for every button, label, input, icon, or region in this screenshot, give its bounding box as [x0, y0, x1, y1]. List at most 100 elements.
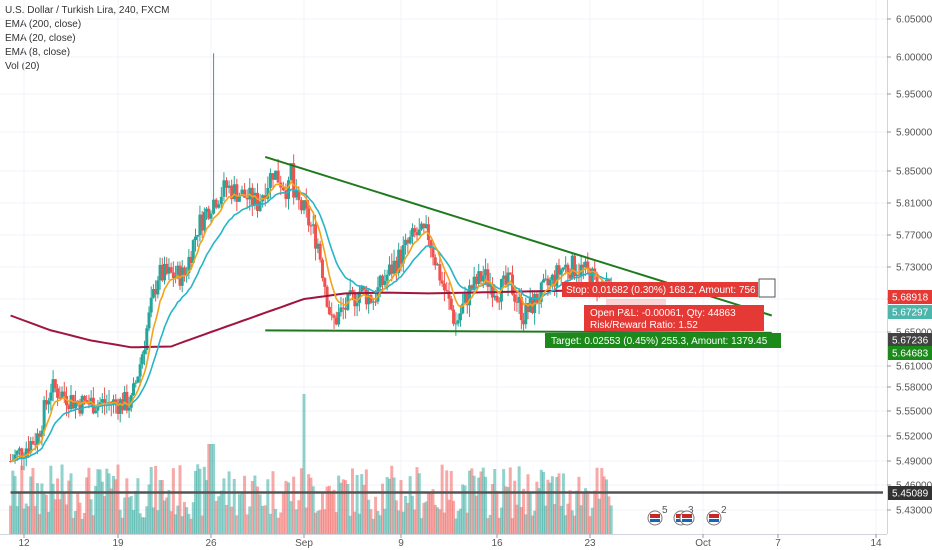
volume-bar-93: [217, 496, 221, 534]
candle-body-97: [227, 185, 231, 188]
candle-body-162: [385, 274, 389, 281]
candle-body-124: [297, 189, 301, 201]
volume-bar-156: [371, 518, 375, 534]
volume-bar-226: [530, 515, 534, 534]
volume-bar-206: [486, 518, 490, 534]
candle-body-140: [334, 317, 338, 325]
candle-body-159: [378, 275, 382, 288]
volume-bar-121: [289, 501, 293, 534]
candle-body-123: [294, 189, 298, 198]
candle-body-101: [237, 196, 241, 202]
time-tick-label-2: 26: [205, 538, 217, 549]
volume-bar-216: [508, 467, 512, 534]
volume-bar-65: [154, 465, 158, 534]
rr-label: Risk/Reward Ratio: 1.52: [590, 320, 698, 331]
candle-body-55: [132, 383, 135, 396]
candle-body-139: [332, 315, 336, 318]
candle-body-243: [568, 272, 572, 279]
candle-body-116: [276, 170, 280, 183]
volume-bar-188: [445, 470, 449, 534]
flag-event-stripe2-2: [682, 519, 692, 522]
volume-bar-30: [76, 492, 80, 534]
candle-body-221: [519, 296, 523, 321]
volume-bar-82: [191, 502, 195, 534]
volume-bar-147: [351, 468, 354, 534]
candle-body-157: [374, 301, 378, 303]
candle-body-74: [174, 276, 178, 278]
volume-bar-16: [44, 494, 48, 534]
candle-body-132: [316, 243, 320, 249]
candle-body-193: [456, 320, 460, 324]
candle-body-205: [484, 269, 488, 276]
volume-bar-198: [468, 470, 472, 534]
volume-bar-148: [353, 511, 357, 534]
candle-body-233: [546, 278, 550, 286]
ema-lines: [10, 180, 612, 462]
time-tick-label-4: 9: [398, 538, 404, 549]
volume-bar-142: [339, 482, 343, 534]
price-tick-label-3: 5.90000: [896, 128, 932, 139]
volume-bar-177: [420, 518, 424, 534]
volume-bar-101: [237, 494, 241, 534]
price-tag-0: 5.68918: [892, 293, 929, 304]
candle-body-216: [508, 272, 512, 275]
volume-bar-87: [202, 466, 206, 534]
volume-bar-254: [593, 490, 597, 534]
volume-bar-182: [431, 489, 435, 534]
candle-body-80: [187, 256, 191, 274]
volume-bar-80: [187, 513, 191, 534]
volume-bar-88: [205, 480, 209, 534]
volume-bar-162: [385, 477, 389, 534]
candle-body-20: [53, 379, 57, 389]
volume-bar-105: [248, 506, 252, 534]
candle-body-83: [194, 236, 197, 241]
candle-body-52: [125, 391, 129, 411]
volume-bar-66: [156, 510, 160, 534]
volume-bar-201: [474, 495, 478, 534]
volume-bar-143: [341, 479, 345, 534]
volume-bar-113: [268, 513, 272, 534]
candle-body-4: [18, 448, 22, 451]
candle-body-41: [100, 399, 104, 403]
candle-body-32: [80, 396, 84, 414]
volume-bar-15: [42, 491, 46, 534]
volume-bar-118: [281, 491, 285, 534]
flag-event-stripe-3: [709, 514, 719, 518]
volume-bar-83: [194, 470, 197, 534]
volume-bar-255: [595, 467, 599, 534]
volume-bar-154: [367, 499, 371, 534]
candle-body-241: [564, 264, 568, 268]
candle-body-152: [362, 286, 366, 290]
volume-bar-232: [544, 505, 548, 534]
volume-bar-251: [586, 490, 590, 534]
candle-body-78: [182, 267, 186, 276]
candle-body-154: [367, 295, 371, 305]
target-label: Target: 0.02553 (0.45%) 255.3, Amount: 1…: [551, 336, 768, 347]
volume-bar-146: [348, 515, 352, 534]
price-tick-label-7: 5.73000: [896, 263, 932, 274]
volume-bar-72: [169, 511, 173, 534]
volume-bar-10: [31, 468, 35, 534]
volume-bar-159: [378, 515, 382, 534]
candle-body-146: [348, 290, 352, 293]
candle-body-189: [447, 291, 451, 299]
volume-bar-84: [196, 464, 200, 534]
volume-bar-261: [609, 505, 613, 534]
volume-bar-207: [488, 514, 492, 534]
volume-bar-172: [408, 476, 412, 534]
volume-bar-176: [417, 473, 421, 534]
volume-bar-11: [33, 506, 37, 534]
candle-body-237: [555, 265, 559, 287]
volume-bar-23: [60, 464, 64, 534]
candle-body-103: [243, 189, 247, 198]
candle-body-130: [311, 224, 315, 226]
price-tag-bg-0: [888, 290, 932, 304]
volume-bar-203: [479, 471, 483, 534]
volume-bar-103: [243, 475, 247, 534]
candle-body-111: [263, 195, 267, 199]
volume-bar-205: [484, 476, 488, 534]
volume-bar-115: [274, 508, 278, 534]
volume-bar-96: [225, 504, 228, 534]
volume-bar-2: [13, 476, 17, 534]
